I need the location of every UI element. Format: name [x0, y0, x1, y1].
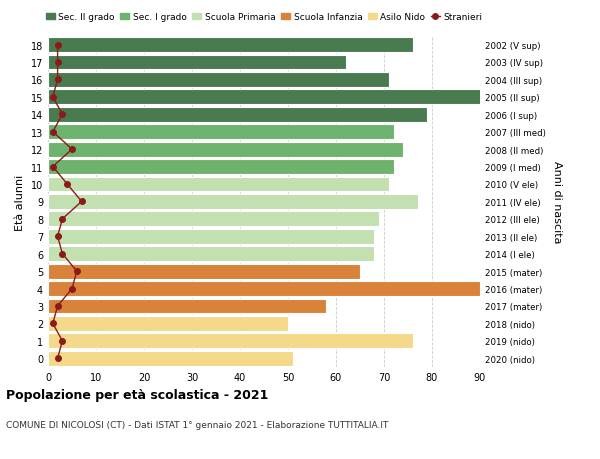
Bar	[48, 107, 427, 123]
Point	[53, 59, 62, 67]
Point	[48, 320, 58, 327]
Point	[58, 337, 67, 345]
Point	[58, 112, 67, 119]
Text: Popolazione per età scolastica - 2021: Popolazione per età scolastica - 2021	[6, 388, 268, 401]
Point	[67, 285, 77, 292]
Point	[58, 216, 67, 223]
Text: COMUNE DI NICOLOSI (CT) - Dati ISTAT 1° gennaio 2021 - Elaborazione TUTTITALIA.I: COMUNE DI NICOLOSI (CT) - Dati ISTAT 1° …	[6, 420, 388, 429]
Bar	[48, 299, 326, 313]
Bar	[48, 264, 360, 279]
Point	[53, 233, 62, 241]
Bar	[48, 177, 389, 192]
Bar	[48, 230, 374, 244]
Bar	[48, 125, 394, 140]
Bar	[48, 73, 389, 88]
Point	[48, 129, 58, 136]
Point	[53, 77, 62, 84]
Bar	[48, 247, 374, 262]
Bar	[48, 195, 418, 209]
Point	[67, 146, 77, 153]
Bar	[48, 142, 403, 157]
Bar	[48, 90, 494, 105]
Point	[77, 198, 86, 206]
Point	[48, 163, 58, 171]
Bar	[48, 38, 413, 53]
Point	[53, 355, 62, 362]
Bar	[48, 316, 288, 331]
Point	[58, 251, 67, 258]
Bar	[48, 160, 394, 174]
Bar	[48, 281, 480, 297]
Legend: Sec. II grado, Sec. I grado, Scuola Primaria, Scuola Infanzia, Asilo Nido, Stran: Sec. II grado, Sec. I grado, Scuola Prim…	[42, 10, 486, 26]
Bar	[48, 351, 293, 366]
Y-axis label: Anni di nascita: Anni di nascita	[553, 161, 562, 243]
Point	[48, 94, 58, 101]
Point	[53, 42, 62, 49]
Bar	[48, 334, 413, 348]
Point	[53, 302, 62, 310]
Point	[62, 181, 72, 188]
Y-axis label: Età alunni: Età alunni	[15, 174, 25, 230]
Point	[72, 268, 82, 275]
Bar	[48, 56, 346, 70]
Bar	[48, 212, 379, 227]
